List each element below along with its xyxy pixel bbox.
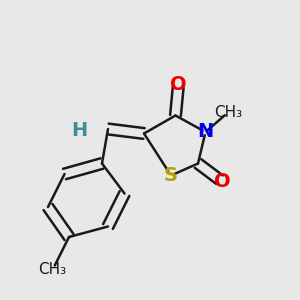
Text: CH₃: CH₃	[38, 262, 67, 278]
Text: N: N	[197, 122, 214, 142]
Text: S: S	[164, 166, 178, 185]
Text: CH₃: CH₃	[214, 105, 242, 120]
Text: O: O	[214, 172, 230, 191]
Text: O: O	[170, 74, 187, 94]
Text: H: H	[71, 121, 88, 140]
